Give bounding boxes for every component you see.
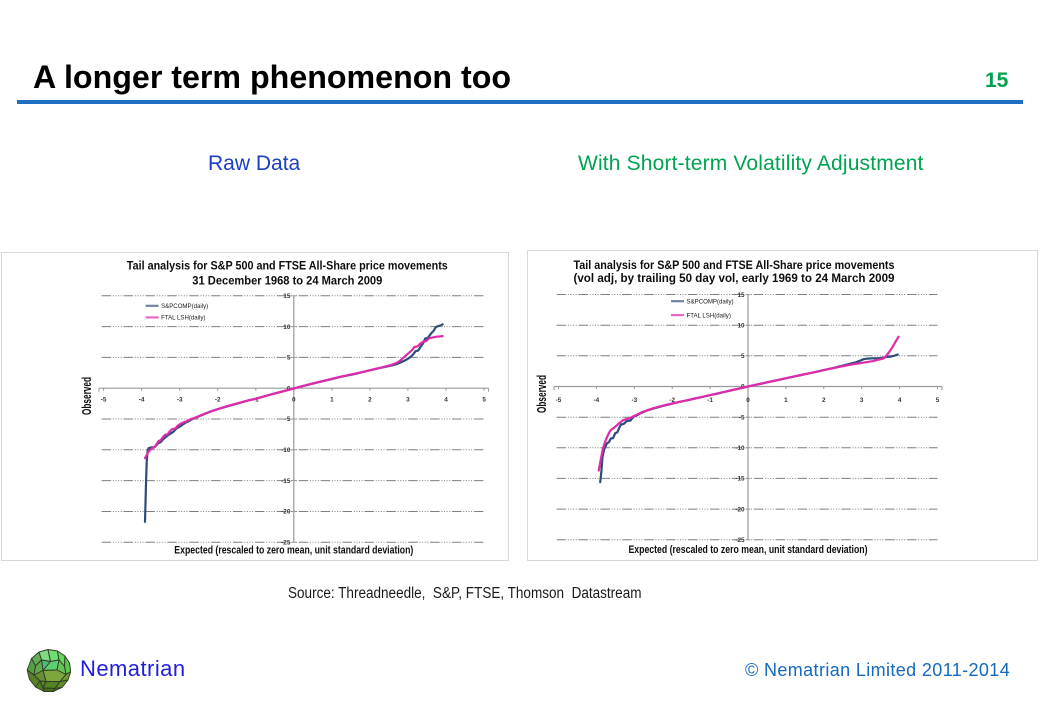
svg-text:4: 4 [444,396,448,403]
svg-text:15: 15 [737,292,745,299]
svg-text:-2: -2 [669,397,675,404]
svg-text:-15: -15 [735,476,745,483]
svg-text:3: 3 [860,397,864,404]
svg-text:2: 2 [822,397,826,404]
svg-text:1: 1 [330,396,334,403]
svg-text:Expected (rescaled to zero mea: Expected (rescaled to zero mean, unit st… [629,544,868,556]
svg-text:2: 2 [368,396,372,403]
svg-text:-5: -5 [556,397,562,404]
svg-text:15: 15 [283,293,291,300]
svg-text:5: 5 [741,353,745,360]
svg-text:FTAL LSH(daily): FTAL LSH(daily) [687,312,731,319]
svg-text:0: 0 [746,397,750,404]
svg-text:-20: -20 [281,509,291,516]
svg-text:-15: -15 [281,478,291,485]
svg-text:-5: -5 [101,396,107,403]
svg-text:31 December 1968 to 24 March 2: 31 December 1968 to 24 March 2009 [192,275,383,288]
svg-text:-5: -5 [739,414,745,421]
svg-text:S&PCOMP(daily): S&PCOMP(daily) [161,303,208,310]
svg-text:4: 4 [898,397,902,404]
svg-text:-25: -25 [735,537,745,544]
svg-text:-5: -5 [285,416,291,423]
svg-text:Observed: Observed [80,377,94,415]
svg-text:10: 10 [737,322,745,329]
svg-text:(vol adj, by trailing 50 day v: (vol adj, by trailing 50 day vol, early … [574,272,896,285]
svg-text:-4: -4 [139,396,145,403]
svg-text:-10: -10 [735,445,745,452]
svg-text:-3: -3 [631,397,637,404]
svg-text:FTAL LSH(daily): FTAL LSH(daily) [161,315,205,322]
svg-text:5: 5 [936,397,940,404]
svg-text:-4: -4 [594,397,600,404]
svg-text:Tail analysis for S&P 500 and: Tail analysis for S&P 500 and FTSE All-S… [127,260,448,273]
svg-text:Expected (rescaled to zero mea: Expected (rescaled to zero mean, unit st… [174,544,413,556]
svg-text:0: 0 [292,396,296,403]
svg-text:-3: -3 [177,396,183,403]
svg-text:Tail analysis for S&P 500 and: Tail analysis for S&P 500 and FTSE All-S… [574,259,895,272]
svg-text:-2: -2 [215,396,221,403]
svg-text:5: 5 [482,396,486,403]
svg-text:Observed: Observed [535,375,549,413]
svg-text:10: 10 [283,324,291,331]
svg-text:1: 1 [784,397,788,404]
svg-text:-20: -20 [735,506,745,513]
svg-text:3: 3 [406,396,410,403]
svg-text:S&PCOMP(daily): S&PCOMP(daily) [687,299,734,306]
svg-text:-10: -10 [281,447,291,454]
svg-text:-25: -25 [281,540,291,547]
svg-text:5: 5 [287,355,291,362]
svg-text:-1: -1 [707,397,713,404]
